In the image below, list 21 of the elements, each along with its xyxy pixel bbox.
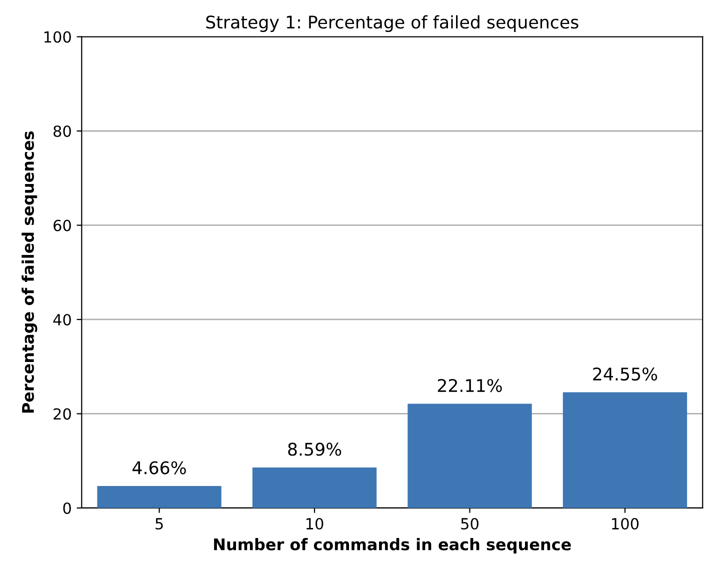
x-tick-label: 5: [156, 518, 163, 530]
y-tick-label: 100: [44, 31, 71, 43]
bar: [97, 486, 222, 508]
y-tick-label: 40: [53, 314, 71, 326]
chart-title: Strategy 1: Percentage of failed sequences: [206, 15, 578, 32]
bar: [252, 468, 377, 508]
x-tick-label: 10: [306, 518, 324, 530]
data-label: 24.55%: [593, 367, 658, 381]
y-tick-label: 20: [54, 408, 71, 420]
y-axis-title: Percentage of failed sequences: [22, 131, 38, 413]
x-tick-label: 100: [612, 518, 639, 530]
bar: [562, 392, 688, 508]
x-axis-title: Number of commands in each sequence: [214, 538, 571, 554]
data-label: 4.66%: [132, 461, 186, 474]
x-tick-label: 50: [461, 518, 478, 530]
y-tick-label: 80: [54, 125, 71, 138]
data-label: 22.11%: [438, 378, 502, 392]
data-label: 8.59%: [288, 442, 342, 456]
y-tick-label: 60: [54, 220, 71, 232]
bar: [408, 404, 532, 508]
y-tick-label: 0: [63, 502, 71, 514]
